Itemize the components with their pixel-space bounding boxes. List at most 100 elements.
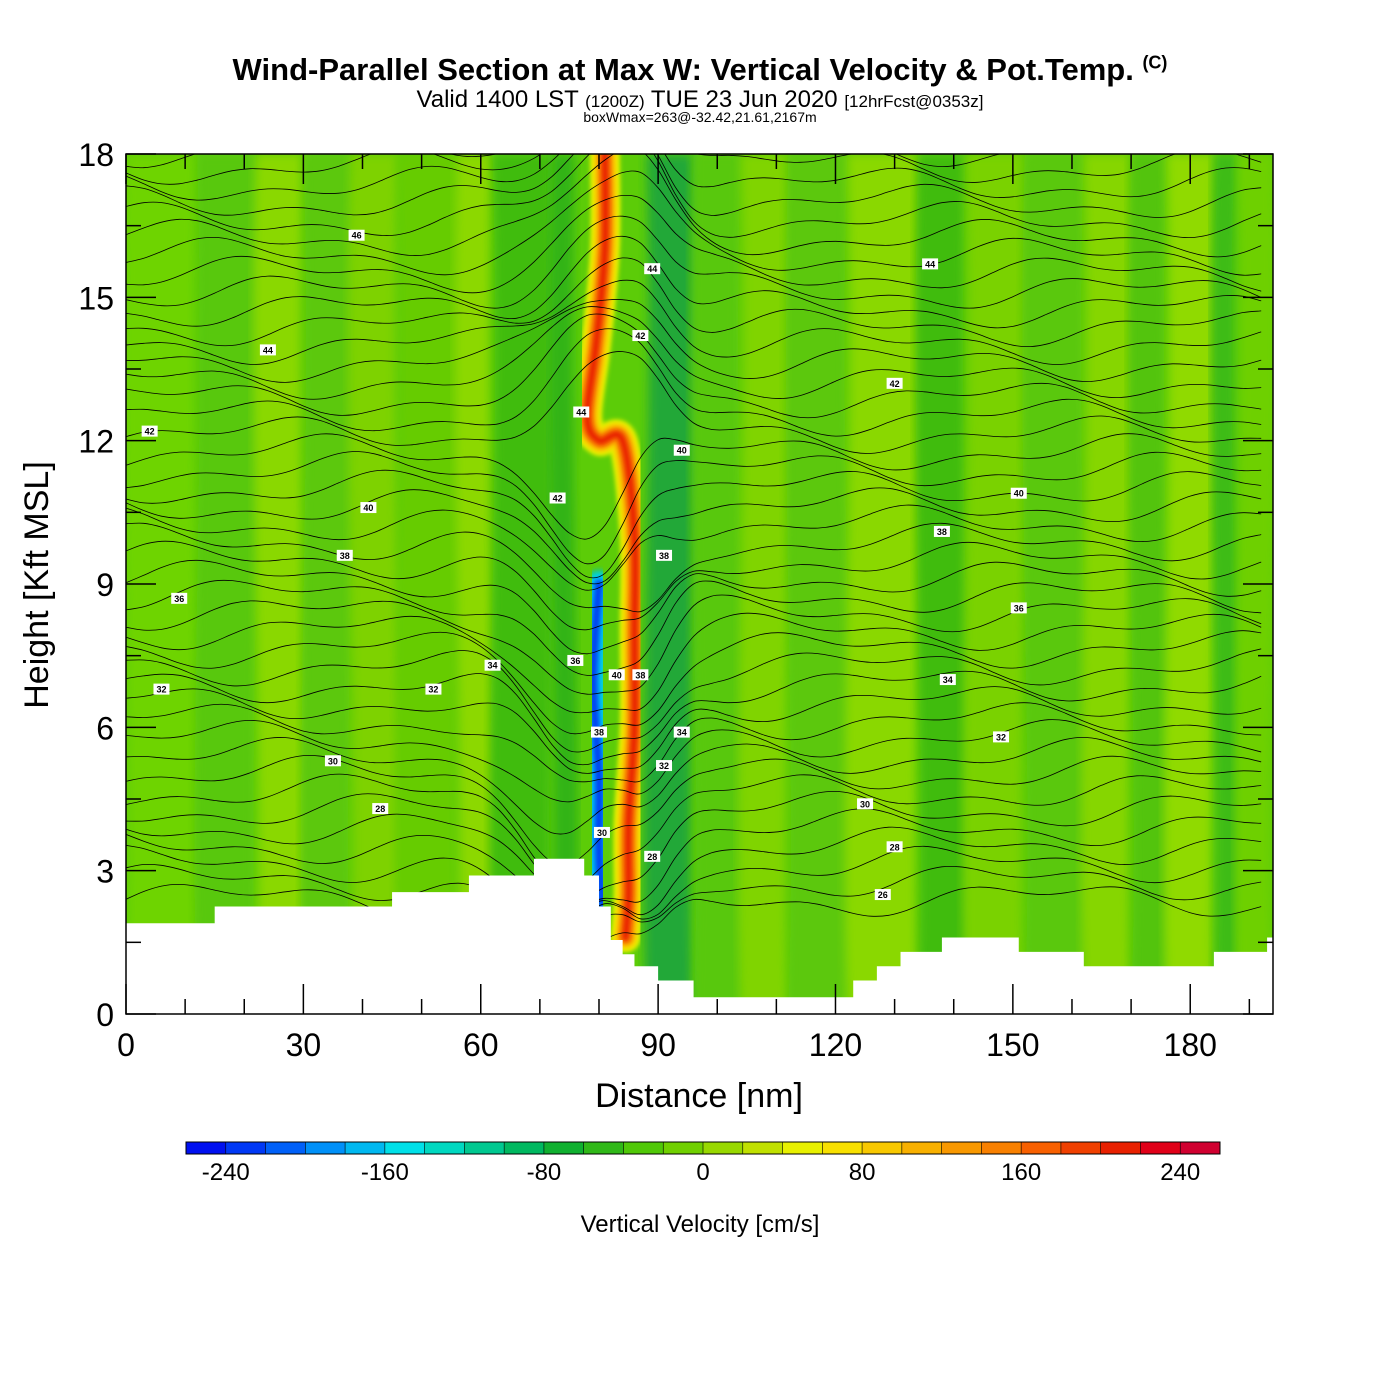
theta-contour xyxy=(126,686,1262,774)
contour-label-text: 32 xyxy=(996,732,1006,742)
colorbar-swatch xyxy=(345,1142,386,1154)
theta-contour xyxy=(126,754,1262,866)
theta-contour xyxy=(126,0,1261,114)
theta-contour xyxy=(126,154,1262,218)
theta-contour xyxy=(126,670,1262,766)
theta-contour xyxy=(126,469,1262,579)
colorbar-swatch xyxy=(1140,1142,1181,1154)
contour-label-text: 40 xyxy=(612,670,622,680)
velocity-cores xyxy=(572,154,651,953)
chart-subtitle: Valid 1400 LST (1200Z) TUE 23 Jun 2020 [… xyxy=(0,86,1400,114)
colorbar-swatch xyxy=(822,1142,863,1154)
theta-contour xyxy=(126,540,1262,631)
y-tick-label: 6 xyxy=(96,710,114,746)
contour-label-text: 38 xyxy=(594,728,604,738)
velocity-band xyxy=(395,154,460,1014)
velocity-band xyxy=(643,154,697,1014)
contour-label-bg xyxy=(348,229,365,241)
contour-label-text: 36 xyxy=(570,656,580,666)
contour-label: 42 xyxy=(632,330,649,342)
contour-label: 38 xyxy=(656,549,673,561)
colorbar-swatch xyxy=(583,1142,624,1154)
contour-label-text: 44 xyxy=(263,345,273,355)
colorbar-swatch xyxy=(225,1142,267,1154)
colorbar-tick-label: 0 xyxy=(696,1159,709,1186)
plot-area: 46 44 42 40 38 36 34 32 32 30 28 44 42 44 42 40 38 36 40 38… xyxy=(126,0,1273,1014)
y-tick-label: 3 xyxy=(96,854,114,890)
contour-label: 44 xyxy=(259,344,276,356)
colorbar-swatch xyxy=(941,1142,982,1154)
contour-label: 40 xyxy=(1010,487,1027,499)
contour-label: 32 xyxy=(153,683,170,695)
contour-label-bg xyxy=(673,726,690,738)
contour-label-bg xyxy=(336,549,353,561)
theta-contour xyxy=(126,559,1262,655)
theta-contour xyxy=(126,504,1262,591)
contour-label: 36 xyxy=(1010,602,1027,614)
colorbar-tick-label: -80 xyxy=(527,1159,562,1186)
theta-contour xyxy=(126,702,1262,783)
contour-label-text: 32 xyxy=(428,685,438,695)
contour-label-bg xyxy=(573,406,590,418)
contour-label-text: 42 xyxy=(635,331,645,341)
theta-contours xyxy=(126,0,1262,979)
contour-label-bg xyxy=(153,683,170,695)
theta-contour xyxy=(126,298,1262,383)
theta-contour xyxy=(126,433,1262,540)
contour-label: 36 xyxy=(567,654,584,666)
contour-label-bg xyxy=(922,258,939,270)
axis-ticks xyxy=(125,153,1273,1015)
copyright-mark: (C) xyxy=(1142,52,1168,73)
contour-label-bg xyxy=(549,492,566,504)
colorbar-swatch xyxy=(1060,1142,1102,1154)
contour-label: 36 xyxy=(171,592,188,604)
theta-contour xyxy=(126,773,1262,889)
x-tick-label: 90 xyxy=(640,1027,676,1063)
contour-label-text: 42 xyxy=(145,427,155,437)
contour-labels: 46 44 42 40 38 36 34 32 32 30 28 44 42 44 42 40 38 36 40 38… xyxy=(141,229,1027,901)
contour-label-bg xyxy=(593,826,610,838)
contour-label-bg xyxy=(644,263,661,275)
theta-contour xyxy=(126,790,1262,900)
contour-label: 42 xyxy=(141,425,158,437)
theta-contour xyxy=(126,594,1262,695)
velocity-band xyxy=(126,154,200,1014)
theta-contour xyxy=(126,235,1262,329)
contour-label-text: 26 xyxy=(878,890,888,900)
contour-label: 26 xyxy=(874,889,891,901)
y-axis-label: Height [Kft MSL] xyxy=(18,461,56,709)
contour-label-bg xyxy=(1010,602,1027,614)
contour-label-bg xyxy=(484,659,501,671)
valid-time-utc: (1200Z) xyxy=(585,92,645,111)
contour-label-text: 30 xyxy=(860,799,870,809)
x-tick-label: 120 xyxy=(809,1027,862,1063)
contour-label-text: 40 xyxy=(1014,489,1024,499)
contour-label: 28 xyxy=(372,803,389,815)
contour-label: 44 xyxy=(644,263,661,275)
forecast-info: [12hrFcst@0353z] xyxy=(844,92,984,111)
contour-label: 40 xyxy=(360,502,377,514)
colorbar-swatch xyxy=(424,1142,465,1154)
colorbar-swatch xyxy=(543,1142,585,1154)
velocity-band xyxy=(253,154,306,1014)
contour-label-text: 42 xyxy=(890,379,900,389)
contour-label: 30 xyxy=(324,755,341,767)
contour-label: 34 xyxy=(484,659,501,671)
contour-label-bg xyxy=(632,330,649,342)
contour-label-text: 30 xyxy=(597,828,607,838)
y-tick-label: 18 xyxy=(78,137,114,173)
theta-contour xyxy=(126,194,1262,294)
valid-date: TUE 23 Jun 2020 xyxy=(650,86,838,113)
contour-label-text: 40 xyxy=(363,503,373,513)
theta-contour xyxy=(126,170,1262,276)
contour-label: 38 xyxy=(632,669,649,681)
theta-contour xyxy=(126,279,1262,365)
velocity-band xyxy=(785,154,850,1014)
theta-contour xyxy=(126,648,1262,753)
colorbar-swatch xyxy=(1180,1142,1221,1154)
colorbar-swatch xyxy=(305,1142,346,1154)
theta-contour xyxy=(126,154,1262,185)
velocity-band xyxy=(738,154,791,1014)
contour-label: 44 xyxy=(573,406,590,418)
theta-contour xyxy=(126,844,1262,928)
